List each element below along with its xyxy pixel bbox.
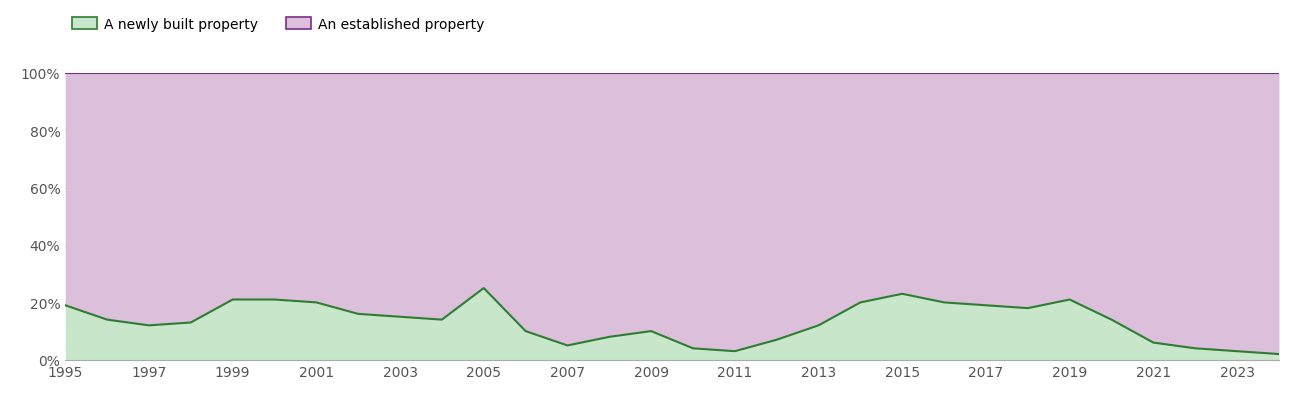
Legend: A newly built property, An established property: A newly built property, An established p… [72, 18, 484, 31]
